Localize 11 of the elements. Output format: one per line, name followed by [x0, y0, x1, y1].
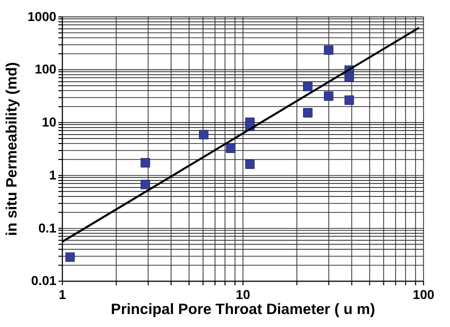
- y-tick-label: 10: [42, 114, 56, 130]
- x-tick-label: 10: [236, 287, 250, 302]
- x-tick-label: 100: [412, 287, 434, 302]
- y-tick-label: 1000: [28, 8, 56, 24]
- y-axis-title: in situ Permeability (md): [4, 62, 21, 236]
- x-axis-title: Principal Pore Throat Diameter ( u m): [110, 301, 376, 318]
- y-tick-label: 0.1: [38, 220, 56, 236]
- y-tick-label: 100: [34, 62, 56, 77]
- y-tick-label: 1: [49, 167, 56, 182]
- x-tick-label: 1: [58, 287, 66, 302]
- y-tick-label: 0.01: [31, 273, 56, 288]
